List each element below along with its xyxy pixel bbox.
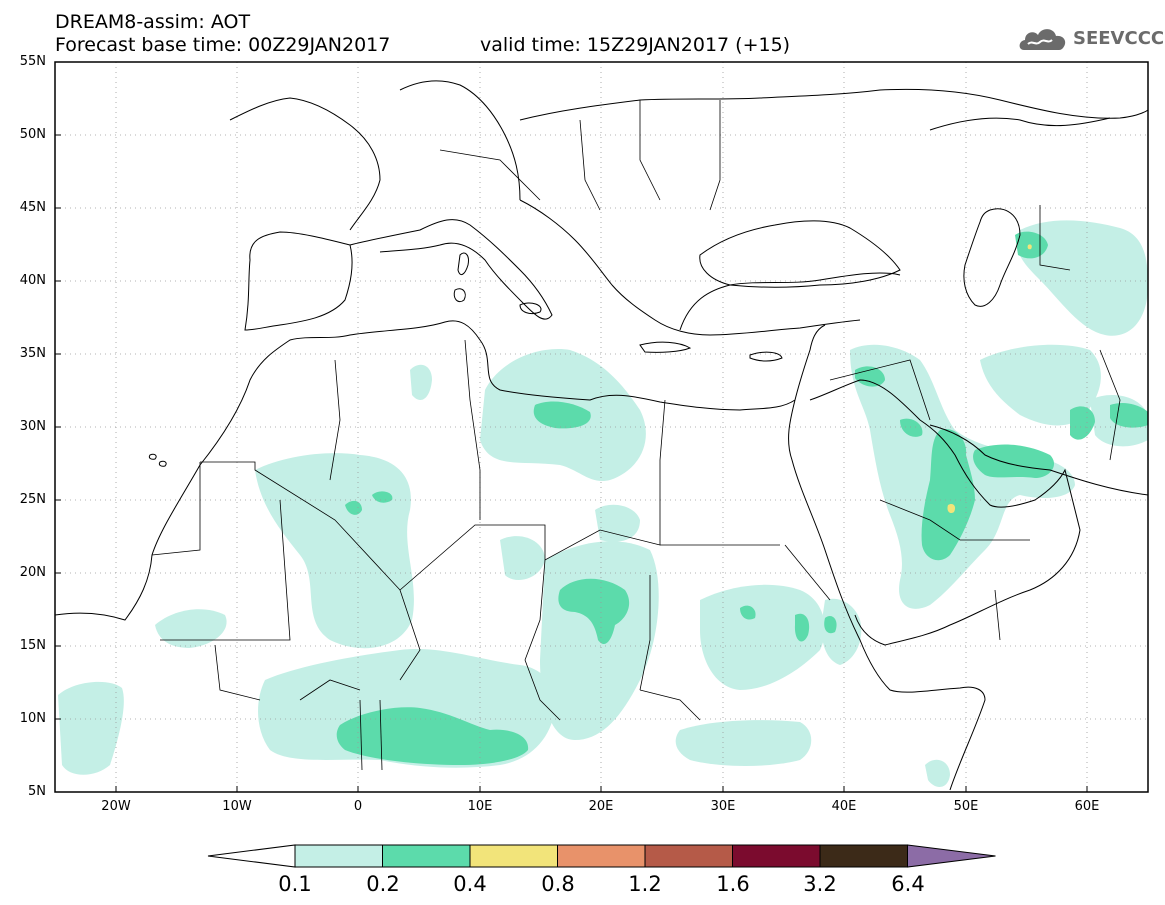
colorbar-swatch <box>294 844 383 868</box>
colorbar-swatch <box>382 844 471 868</box>
lat-label: 35N <box>19 346 46 361</box>
aot-0-4-regions <box>947 244 1032 514</box>
lon-label: 60E <box>1074 799 1100 814</box>
lat-label: 45N <box>19 200 46 215</box>
aot-fields <box>58 220 1148 787</box>
colorbar-under-triangle <box>207 844 296 868</box>
lat-label: 50N <box>19 127 46 142</box>
map-title: DREAM8-assim: AOT <box>55 11 251 33</box>
lat-label: 40N <box>19 273 46 288</box>
lon-label: 10E <box>467 799 493 814</box>
lon-label: 50E <box>953 799 979 814</box>
lat-label: 25N <box>19 492 46 507</box>
lon-label: 20E <box>588 799 614 814</box>
valid-time: valid time: 15Z29JAN2017 (+15) <box>480 34 791 56</box>
lat-label: 55N <box>19 54 46 69</box>
colorbar-label: 1.6 <box>716 872 750 896</box>
colorbar-label: 0.2 <box>366 872 400 896</box>
colorbar-over-triangle <box>907 844 996 868</box>
colorbar-swatch <box>732 844 821 868</box>
lon-label: 10W <box>222 799 252 814</box>
graticule <box>55 62 1148 792</box>
lon-label: 20W <box>101 799 131 814</box>
aot-0-2-regions <box>336 231 1148 765</box>
colorbar-label: 6.4 <box>891 872 925 896</box>
lon-label: 0 <box>353 799 363 814</box>
lon-label: 40E <box>831 799 857 814</box>
colorbar-swatch <box>819 844 908 868</box>
colorbar-label: 3.2 <box>803 872 837 896</box>
axis-ticks <box>55 134 1088 792</box>
cloud-icon <box>1019 29 1066 50</box>
colorbar <box>207 844 996 868</box>
lat-label: 10N <box>19 711 46 726</box>
colorbar-swatch <box>557 844 646 868</box>
lat-label: 20N <box>19 565 46 580</box>
lat-label: 30N <box>19 419 46 434</box>
forecast-base-time: Forecast base time: 00Z29JAN2017 <box>55 34 391 56</box>
lat-label: 5N <box>28 784 46 799</box>
seevccc-logo: SEEVCCC <box>1016 22 1164 58</box>
colorbar-swatch <box>644 844 733 868</box>
colorbar-swatch <box>469 844 558 868</box>
colorbar-label: 1.2 <box>628 872 662 896</box>
colorbar-label: 0.8 <box>541 872 575 896</box>
lat-label: 15N <box>19 638 46 653</box>
colorbar-label: 0.4 <box>453 872 487 896</box>
country-borders <box>151 100 1121 771</box>
colorbar-label: 0.1 <box>278 872 312 896</box>
logo-text: SEEVCCC <box>1073 28 1165 49</box>
lon-label: 30E <box>710 799 736 814</box>
